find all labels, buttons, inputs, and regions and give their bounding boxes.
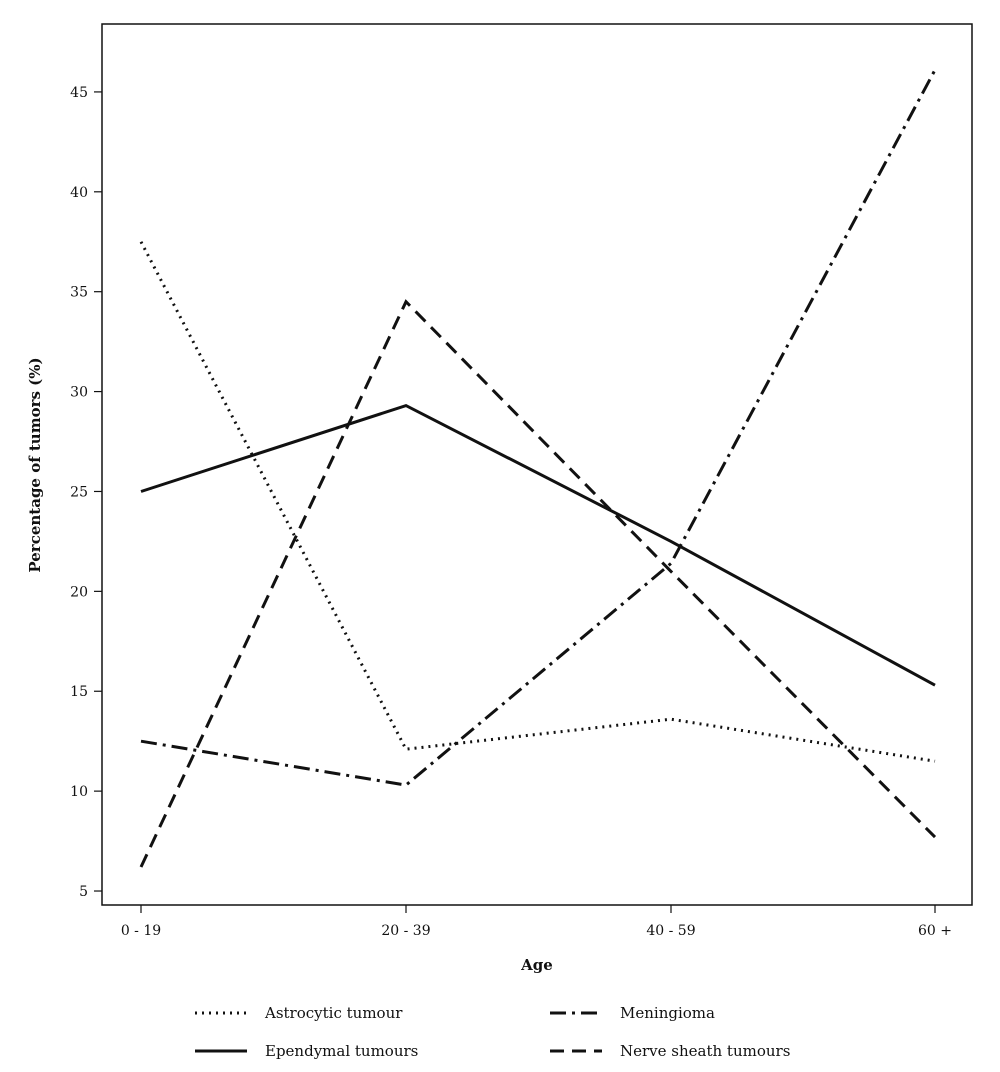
series-lines (139, 69, 937, 868)
x-tick-label: 60 + (918, 923, 952, 939)
legend-label: Meningioma (620, 1004, 715, 1022)
x-tick-label: 40 - 59 (646, 923, 695, 939)
legend-label: Ependymal tumours (265, 1042, 418, 1060)
legend: Astrocytic tumour Ependymal tumours Mening… (195, 1004, 790, 1060)
y-tick-label: 5 (79, 884, 88, 900)
y-tick-label: 20 (70, 584, 88, 600)
x-tick-label: 0 - 19 (121, 923, 161, 939)
y-axis-title: Percentage of tumors (%) (26, 357, 44, 572)
series-line (140, 403, 936, 687)
y-tick-label: 30 (70, 385, 88, 401)
y-tick-label: 15 (70, 684, 88, 700)
x-axis: 0 - 19 20 - 39 40 - 59 60 + (121, 905, 952, 939)
legend-label: Astrocytic tumour (264, 1004, 403, 1022)
y-tick-label: 35 (70, 285, 88, 301)
y-tick-label: 45 (70, 85, 88, 101)
y-tick-label: 40 (70, 185, 88, 201)
y-tick-label: 25 (70, 484, 88, 500)
plot-area-frame (101, 23, 973, 906)
y-tick-label: 10 (70, 784, 88, 800)
legend-label: Nerve sheath tumours (620, 1042, 790, 1060)
y-axis: 5 10 15 20 25 30 35 40 45 (70, 85, 102, 900)
x-axis-title: Age (520, 956, 553, 974)
series-line (139, 299, 937, 868)
x-tick-label: 20 - 39 (381, 923, 430, 939)
series-line (140, 69, 937, 787)
series-line (139, 241, 936, 763)
